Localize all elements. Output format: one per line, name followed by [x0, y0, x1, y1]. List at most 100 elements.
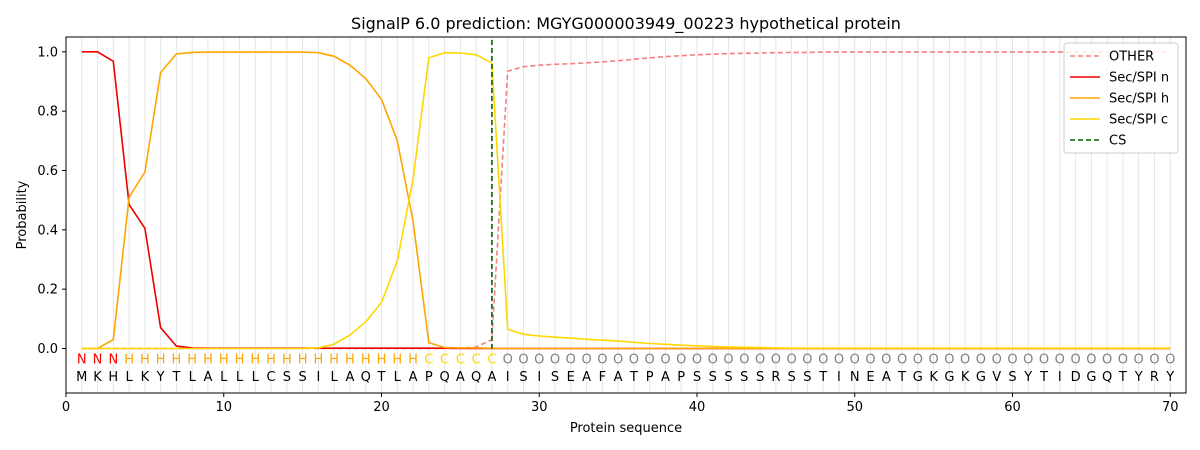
residue-label: F [599, 370, 606, 385]
residue-label: S [1008, 370, 1016, 385]
series-line-other [81, 51, 1171, 350]
residue-label: V [992, 370, 1001, 385]
residue-label: S [724, 370, 732, 385]
residue-label: S [298, 370, 306, 385]
residue-label: S [519, 370, 527, 385]
legend-entry: Sec/SPI c [1109, 113, 1168, 128]
legend-box [1063, 42, 1179, 154]
axes: 0 10 20 30 40 50 60 70 0.0 0.2 0.4 0.6 0.8 1.0 [37, 45, 1178, 415]
residue-label: Y [1134, 370, 1143, 385]
residue-label: C [267, 370, 276, 385]
region-label: H [266, 352, 276, 367]
region-label: O [1007, 352, 1017, 367]
residue-label: I [837, 370, 841, 385]
residue-label: Y [1165, 370, 1174, 385]
region-label: O [881, 352, 891, 367]
y-tick-label: 0.0 [37, 342, 58, 357]
residue-label: P [425, 370, 433, 385]
legend-entry: OTHER [1109, 50, 1154, 65]
y-tick-label: 1.0 [37, 45, 58, 60]
region-label: C [487, 352, 496, 367]
region-label: H [282, 352, 292, 367]
residue-label: L [236, 370, 244, 385]
residue-label: G [1086, 370, 1096, 385]
region-label: O [1039, 352, 1049, 367]
region-label: O [1118, 352, 1128, 367]
series-line-sec-spi-n [81, 50, 1171, 350]
region-label: N [77, 352, 87, 367]
region-label: O [1086, 352, 1096, 367]
residue-label: Y [156, 370, 165, 385]
region-label: O [1134, 352, 1144, 367]
residue-label: N [850, 370, 860, 385]
region-label: O [1070, 352, 1080, 367]
residue-label: T [377, 370, 386, 385]
region-label: O [645, 352, 655, 367]
residue-label: R [1150, 370, 1159, 385]
region-label: C [440, 352, 449, 367]
residue-label: T [171, 370, 180, 385]
region-label: H [298, 352, 308, 367]
residue-label: A [204, 370, 213, 385]
residue-label: Q [471, 370, 481, 385]
residue-label: L [189, 370, 197, 385]
residue-label: G [944, 370, 954, 385]
region-label: H [187, 352, 197, 367]
region-label: O [850, 352, 860, 367]
legend-entry: Sec/SPI n [1109, 71, 1169, 86]
x-tick-label: 60 [1004, 400, 1021, 415]
residue-label: L [394, 370, 402, 385]
region-label: H [203, 352, 213, 367]
y-tick-label: 0.2 [37, 283, 58, 298]
x-tick-label: 50 [846, 400, 863, 415]
region-label: H [392, 352, 402, 367]
x-tick-label: 10 [215, 400, 232, 415]
legend-entry: CS [1109, 134, 1126, 149]
region-label: O [755, 352, 765, 367]
residue-label: S [693, 370, 701, 385]
residue-label: L [331, 370, 339, 385]
residue-label: I [537, 370, 541, 385]
region-label: O [944, 352, 954, 367]
residue-label: G [976, 370, 986, 385]
region-label: H [172, 352, 182, 367]
plot-frame [65, 36, 1187, 394]
region-label: O [1102, 352, 1112, 367]
region-label: O [1165, 352, 1175, 367]
region-label: H [345, 352, 355, 367]
region-label: O [992, 352, 1002, 367]
residue-label: A [409, 370, 418, 385]
region-label: H [235, 352, 245, 367]
residue-label: Q [439, 370, 449, 385]
legend: OTHER Sec/SPI n Sec/SPI h Sec/SPI c CS [1063, 42, 1179, 154]
residue-label: T [629, 370, 638, 385]
residue-label: L [220, 370, 228, 385]
residue-label: D [1071, 370, 1081, 385]
region-label: O [1023, 352, 1033, 367]
x-tick-label: 0 [62, 400, 70, 415]
x-tick-label: 30 [531, 400, 548, 415]
y-tick-label: 0.8 [37, 105, 58, 120]
x-tick-label: 40 [689, 400, 706, 415]
residue-label: K [141, 370, 150, 385]
region-label: O [1055, 352, 1065, 367]
residue-label: T [1118, 370, 1127, 385]
region-label: O [503, 352, 513, 367]
region-label: H [408, 352, 418, 367]
residue-label: S [756, 370, 764, 385]
x-axis-label: Protein sequence [570, 421, 682, 436]
residue-label: T [897, 370, 906, 385]
chart-title: SignalP 6.0 prediction: MGYG000003949_00… [351, 14, 901, 34]
residue-label: K [93, 370, 102, 385]
residue-label: K [961, 370, 970, 385]
region-label: O [518, 352, 528, 367]
region-label: O [550, 352, 560, 367]
region-label: O [865, 352, 875, 367]
residue-label: A [345, 370, 354, 385]
residue-label: A [882, 370, 891, 385]
residue-label: R [771, 370, 780, 385]
residue-label: L [125, 370, 133, 385]
residue-label: M [76, 370, 87, 385]
region-label: H [156, 352, 166, 367]
